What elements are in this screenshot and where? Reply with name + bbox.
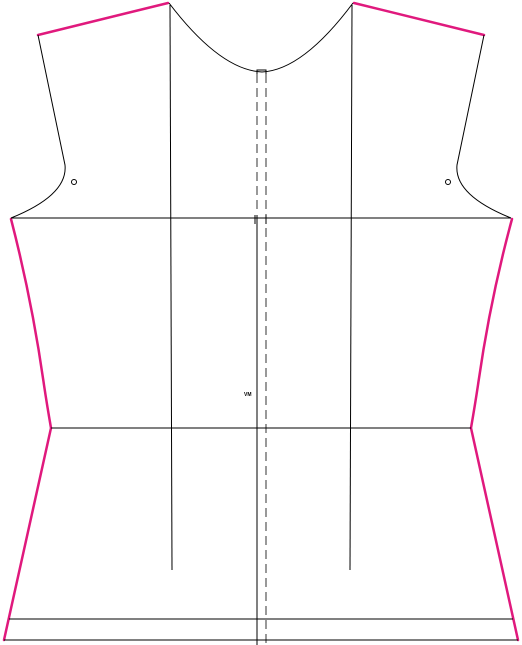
center-front-label: VM (244, 392, 252, 398)
right-armhole-line (456, 34, 512, 219)
left-side-seam (2, 217, 53, 642)
right-shoulder-seam (352, 1, 486, 37)
left-armhole-line (10, 34, 66, 219)
left-armhole-notch (71, 179, 77, 185)
left-dart-line (169, 4, 173, 571)
left-shoulder-seam (36, 1, 170, 37)
right-side-seam (469, 217, 520, 642)
right-dart-line (349, 4, 353, 571)
placket-dashed-lines (256, 74, 267, 645)
neckline-curve (168, 2, 354, 73)
neck-notch (256, 69, 267, 74)
right-armhole-notch (445, 179, 451, 185)
construction-lines (4, 2, 518, 645)
